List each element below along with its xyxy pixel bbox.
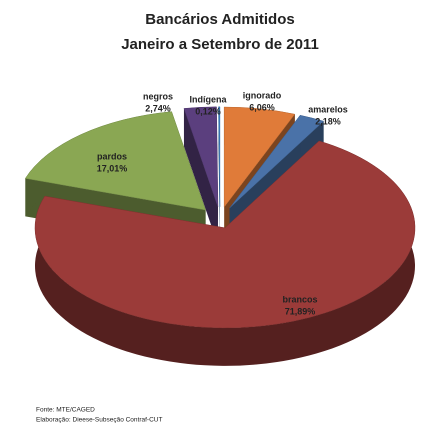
slice-value-label: 0,12%: [195, 106, 221, 116]
slice: [223, 106, 296, 208]
slice-label: amarelos: [308, 104, 348, 114]
slice-value-label: 2,74%: [145, 103, 171, 113]
slice: [218, 106, 221, 245]
source-note: Fonte: MTE/CAGED: [36, 407, 95, 414]
slice: [24, 111, 206, 211]
chart-title: Bancários Admitidos: [145, 11, 294, 28]
slice-value-label: 71,89%: [285, 306, 316, 316]
slice-label: negros: [143, 91, 173, 101]
slice-value-label: 17,01%: [97, 163, 128, 173]
slice-value-label: 2,18%: [315, 116, 341, 126]
slice: [34, 140, 416, 329]
slice-value-label: 6,06%: [249, 102, 275, 112]
slice-label: brancos: [282, 294, 317, 304]
slice: [183, 106, 219, 207]
credit-note: Elaboração: Dieese-Subseção Contraf-CUT: [36, 417, 162, 424]
slice-label: ignorado: [243, 90, 282, 100]
slice: [34, 140, 416, 366]
chart-subtitle: Janeiro a Setembro de 2011: [121, 36, 319, 53]
slice: [183, 106, 219, 245]
slice-label: pardos: [97, 151, 127, 161]
slice-label: Indígena: [189, 94, 227, 104]
slice: [229, 114, 325, 209]
slice: [218, 106, 221, 207]
